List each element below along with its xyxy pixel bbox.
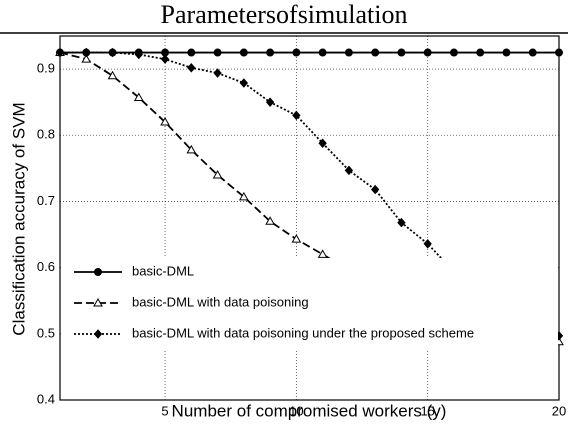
point: [81, 54, 92, 63]
point: [107, 70, 118, 80]
y-tick-label: 0.9: [37, 61, 55, 76]
point: [291, 234, 302, 243]
point: [397, 217, 406, 228]
legend-marker: [93, 329, 103, 339]
series-line: [59, 51, 560, 343]
y-tick-label: 0.8: [37, 127, 55, 142]
point: [187, 48, 196, 57]
y-tick-label: 0.6: [37, 259, 55, 274]
point: [239, 48, 248, 57]
y-axis-label: Classification accuracy of SVM: [9, 102, 28, 335]
point: [108, 47, 117, 58]
plot-frame: [59, 35, 560, 401]
point: [344, 48, 353, 57]
point: [555, 48, 563, 57]
x-tick-label: 20: [552, 403, 566, 418]
legend-marker: [94, 268, 102, 276]
point: [528, 48, 537, 57]
point: [239, 78, 249, 88]
point: [318, 48, 327, 57]
chart-title: Parametersofsimulation: [161, 0, 408, 29]
x-tick-label: 10: [289, 403, 303, 418]
point: [370, 184, 380, 195]
point: [292, 110, 301, 121]
x-tick-label: 5: [161, 403, 168, 418]
point: [213, 68, 222, 78]
point: [318, 138, 327, 148]
y-tick-label: 0.5: [37, 325, 55, 340]
point: [186, 144, 197, 154]
point: [265, 97, 275, 107]
legend-label: basic-DML: [132, 263, 194, 278]
point: [292, 48, 301, 57]
point: [449, 48, 458, 57]
point: [212, 169, 223, 179]
point: [55, 47, 65, 58]
point: [213, 48, 222, 57]
point: [82, 47, 91, 58]
point: [160, 117, 170, 126]
point: [371, 48, 380, 57]
legend-marker: [93, 297, 103, 307]
point: [317, 249, 328, 258]
y-tick-label: 0.4: [37, 391, 55, 406]
point: [133, 92, 144, 102]
legend: basic-DML basic-DML with data poisoning ba…: [62, 258, 558, 350]
point: [502, 48, 511, 57]
point: [476, 48, 485, 57]
point: [423, 48, 432, 57]
legend-label: basic-DML with data poisoning under the …: [132, 325, 474, 340]
x-axis-label: Number of compromised workers (y): [172, 401, 447, 420]
point: [397, 48, 406, 57]
legend-label: basic-DML with data poisoning: [132, 294, 309, 309]
point: [134, 49, 143, 60]
point: [238, 191, 249, 201]
point: [266, 48, 275, 57]
point: [344, 165, 354, 176]
x-tick-label: 15: [420, 403, 434, 418]
point: [160, 54, 170, 64]
point: [265, 216, 275, 225]
legend-box: [62, 258, 558, 350]
point: [423, 239, 432, 249]
point: [187, 63, 196, 73]
y-tick-label: 0.7: [37, 193, 55, 208]
